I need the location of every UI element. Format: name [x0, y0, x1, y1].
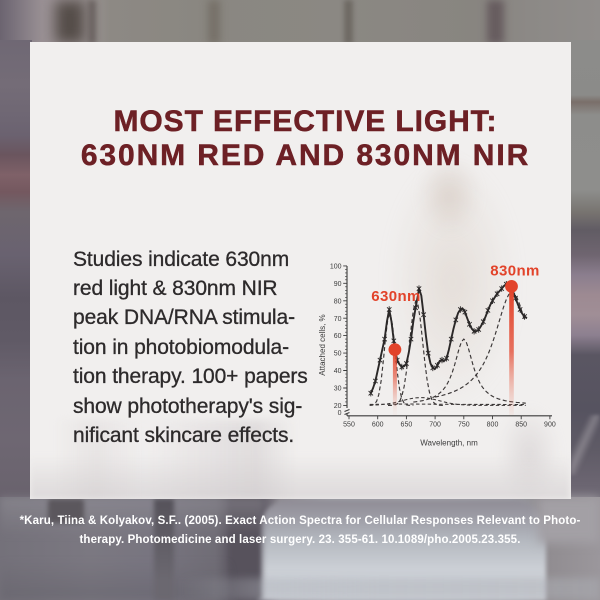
svg-text:50: 50 [334, 351, 342, 358]
svg-text:20: 20 [334, 403, 342, 410]
svg-text:70: 70 [334, 316, 342, 323]
svg-text:900: 900 [544, 422, 556, 429]
svg-text:40: 40 [334, 368, 342, 375]
svg-text:850: 850 [515, 422, 527, 429]
svg-text:600: 600 [372, 422, 384, 429]
svg-text:550: 550 [343, 422, 355, 429]
svg-text:630nm: 630nm [371, 288, 421, 305]
svg-text:800: 800 [487, 422, 499, 429]
svg-text:700: 700 [429, 422, 441, 429]
svg-text:750: 750 [458, 422, 470, 429]
svg-text:0: 0 [338, 410, 342, 417]
svg-text:830nm: 830nm [490, 263, 540, 280]
svg-text:30: 30 [334, 386, 342, 393]
svg-text:Wavelength, nm: Wavelength, nm [420, 439, 478, 448]
svg-text:90: 90 [334, 281, 342, 288]
svg-text:80: 80 [334, 298, 342, 305]
svg-text:100: 100 [330, 264, 342, 271]
svg-text:650: 650 [401, 422, 413, 429]
svg-text:Attached cells, %: Attached cells, % [318, 314, 327, 375]
svg-text:60: 60 [334, 333, 342, 340]
